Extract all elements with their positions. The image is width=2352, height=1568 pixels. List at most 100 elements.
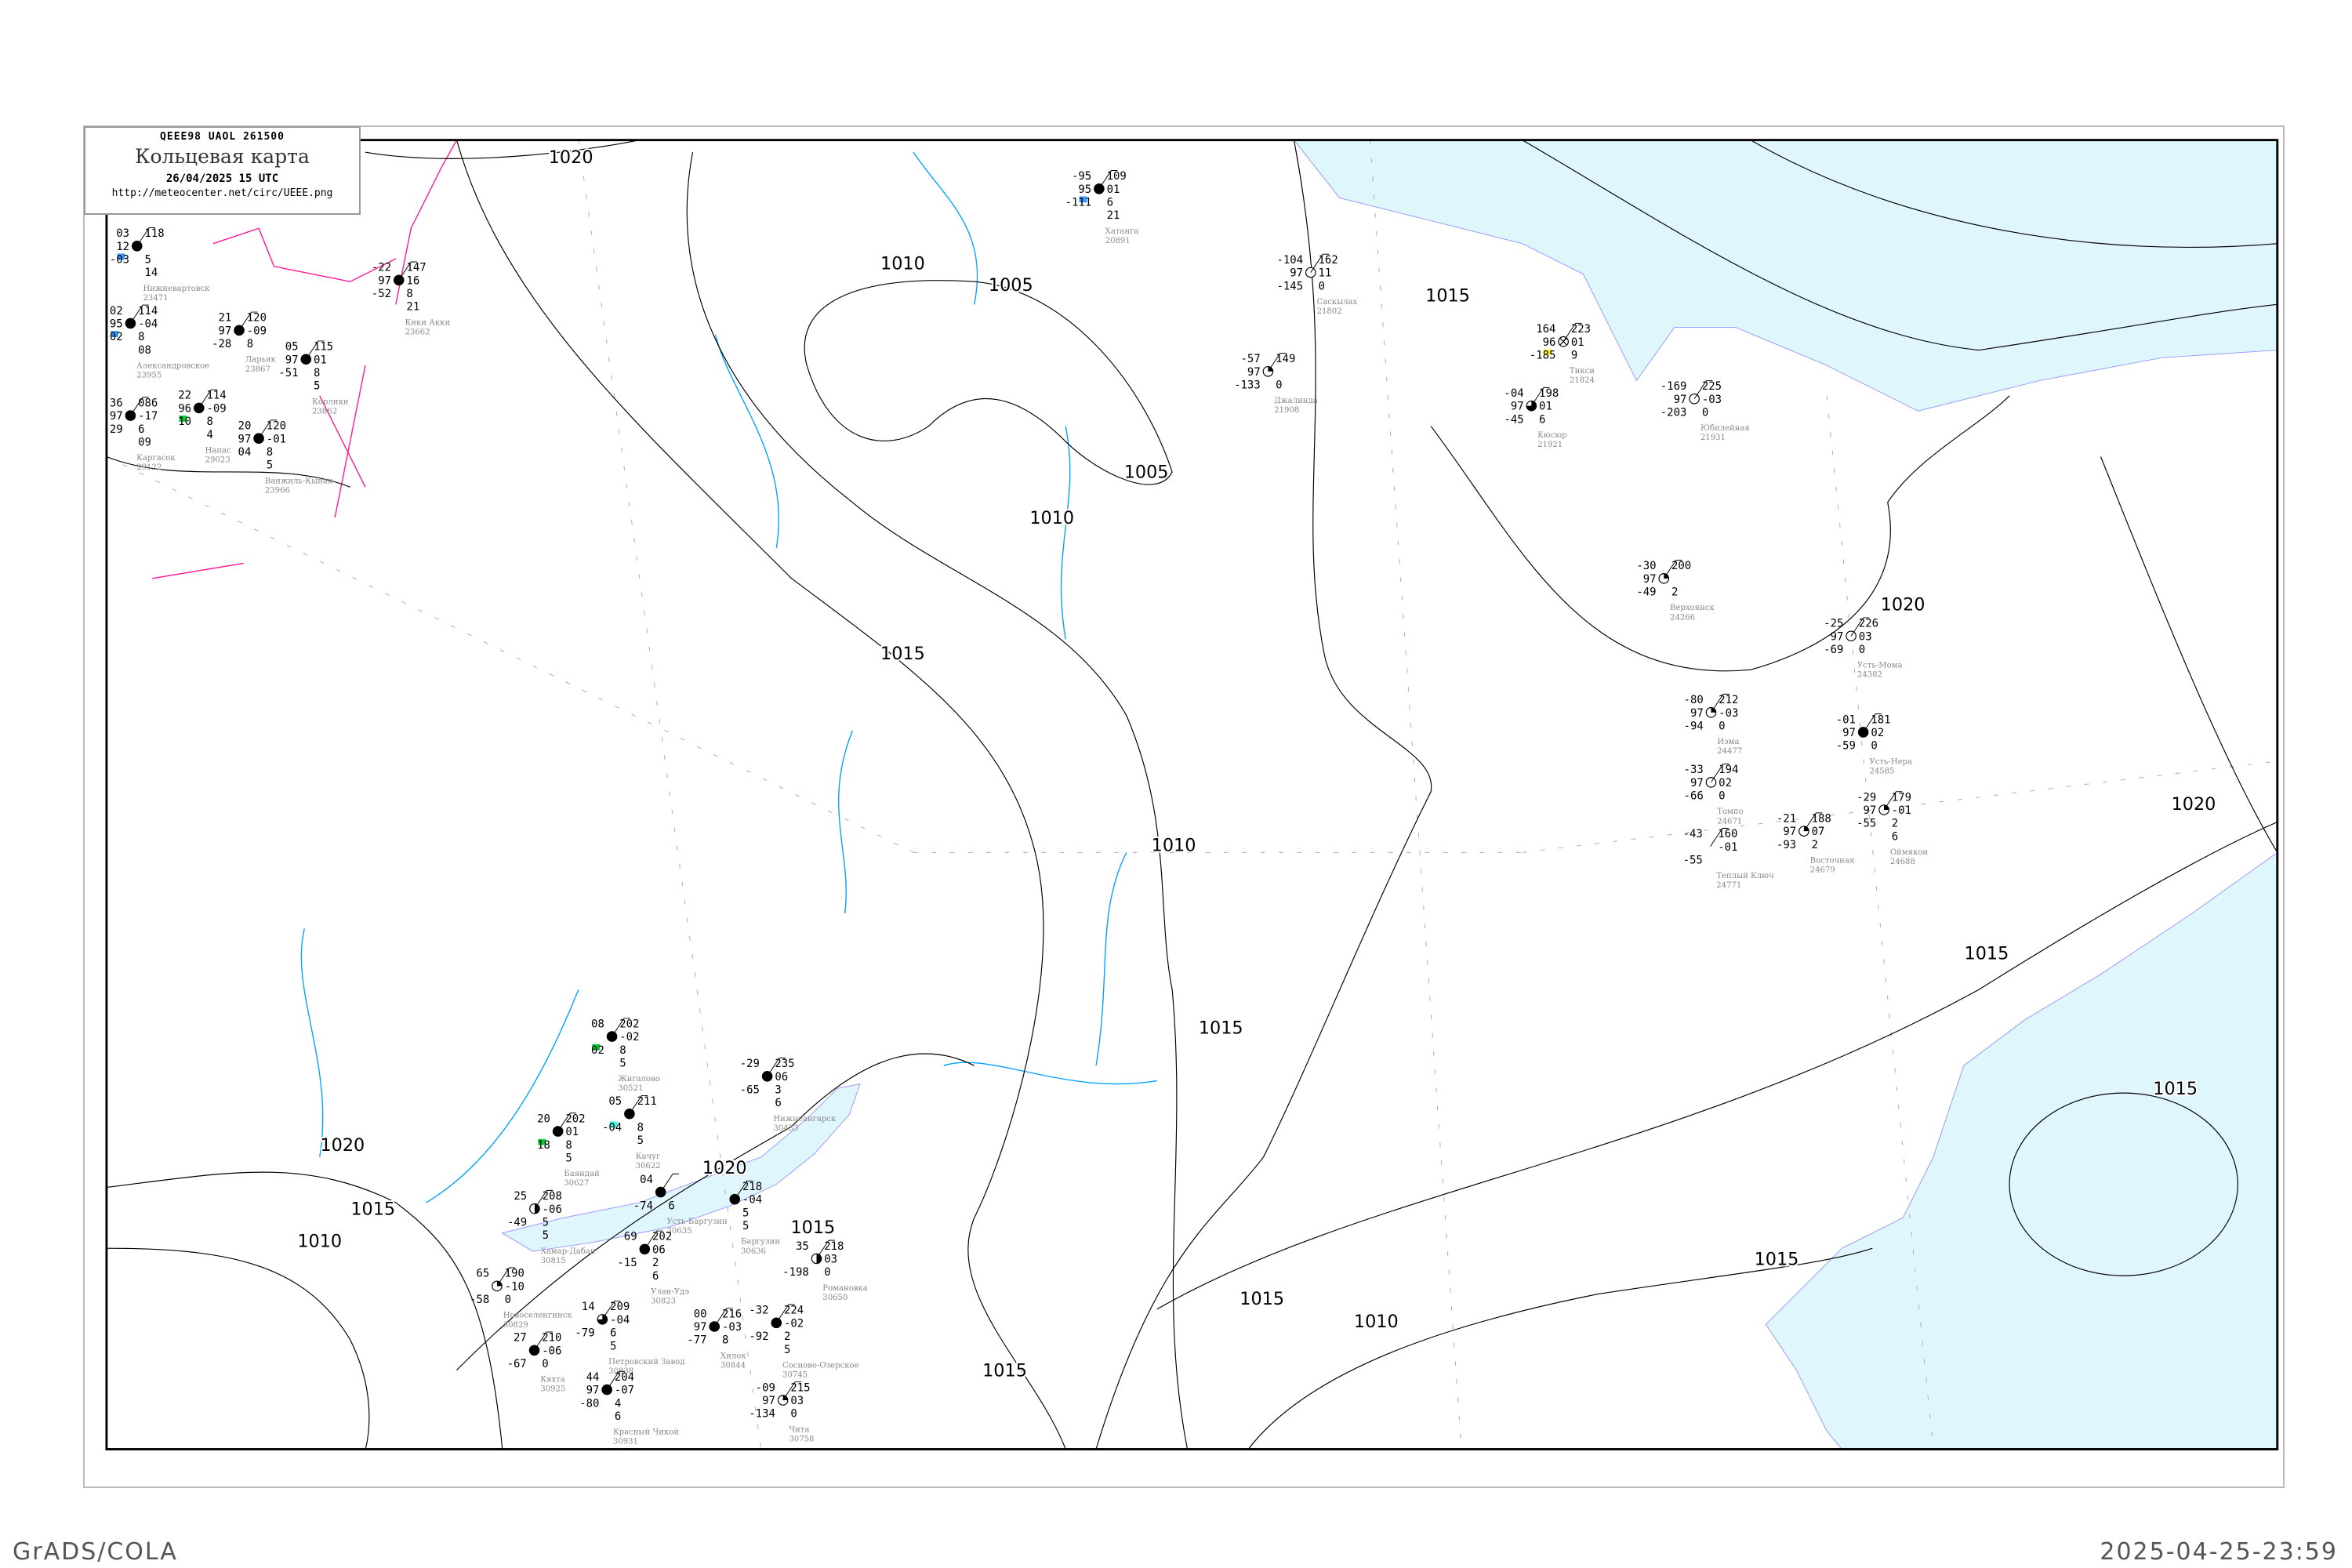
lake-baikal	[501, 1083, 861, 1252]
station-id: 23662	[405, 328, 430, 336]
map-title: Кольцевая карта	[135, 145, 310, 168]
visibility: 96	[178, 402, 191, 415]
pressure-tendency: 07	[1812, 826, 1825, 838]
station-id: 30815	[541, 1257, 566, 1265]
cloud-code: 6	[668, 1200, 674, 1212]
wind-barb-icon	[1310, 253, 1330, 273]
visibility: 97	[1690, 777, 1704, 789]
dew-point: -92	[749, 1330, 768, 1343]
cloud-code: 0	[1719, 720, 1725, 732]
station-name: Александровское	[136, 362, 209, 371]
bulletin-code: QEEE98 UAOL 261500	[160, 131, 285, 143]
visibility: 97	[219, 325, 232, 337]
pressure-tendency: 03	[1859, 630, 1872, 643]
cloud-code: 6	[610, 1327, 616, 1340]
pressure: 224	[784, 1305, 804, 1317]
cloud-code: 6	[1539, 413, 1545, 426]
pressure: 209	[610, 1301, 630, 1313]
cloud-code: 4	[615, 1397, 621, 1410]
pressure-tendency: 01	[1539, 401, 1552, 413]
station-id: 24585	[1869, 767, 1894, 775]
visibility: 97	[238, 433, 252, 445]
wind-barb-icon	[1098, 169, 1118, 190]
wind-barb-icon	[1563, 322, 1582, 342]
station-id: 21921	[1537, 441, 1563, 449]
temperature: 65	[476, 1268, 489, 1280]
wind-barb-icon	[129, 304, 149, 324]
wind-barb-icon	[129, 397, 149, 416]
station-name: Кюсюр	[1537, 431, 1566, 440]
temperature: -29	[1857, 791, 1876, 804]
wind-barb-icon	[398, 261, 418, 281]
footer-credit: GrADS/COLA	[13, 1538, 178, 1566]
cloud-code: 8	[247, 338, 253, 350]
dew-point: -65	[740, 1084, 760, 1097]
cloud-code: 5	[619, 1058, 626, 1070]
outer-frame	[83, 125, 2285, 1488]
station-id: 24477	[1717, 747, 1742, 756]
station-id: 30622	[636, 1162, 661, 1171]
dew-point: -28	[212, 338, 231, 350]
dew-point: -49	[507, 1216, 527, 1229]
dew-point: -111	[1065, 197, 1092, 209]
cloud-code: 9	[1571, 349, 1577, 361]
temperature: 14	[582, 1301, 595, 1313]
station-id: 24771	[1716, 881, 1741, 890]
map-url[interactable]: http://meteocenter.net/circ/UEEE.png	[111, 187, 333, 199]
dew-point: -52	[372, 288, 391, 300]
station-id: 21908	[1274, 406, 1299, 415]
dew-point: -04	[602, 1121, 622, 1134]
pressure: 200	[1671, 560, 1691, 572]
isobars	[106, 140, 2278, 1450]
map-date: 26/04/2025 15 UTC	[165, 172, 279, 185]
isobar-label: 1015	[1755, 1250, 1799, 1270]
dew-point: -203	[1661, 406, 1687, 419]
pressure: 114	[138, 305, 158, 318]
weather-marker	[111, 331, 118, 337]
isobar-label: 1010	[1029, 508, 1074, 528]
cloud-code: 5	[543, 1229, 549, 1242]
pressure-tendency: 03	[824, 1253, 837, 1265]
station-name: Нижнеангарск	[773, 1115, 837, 1123]
wind-barb-icon	[767, 1057, 786, 1077]
station-id: 21824	[1570, 376, 1595, 385]
